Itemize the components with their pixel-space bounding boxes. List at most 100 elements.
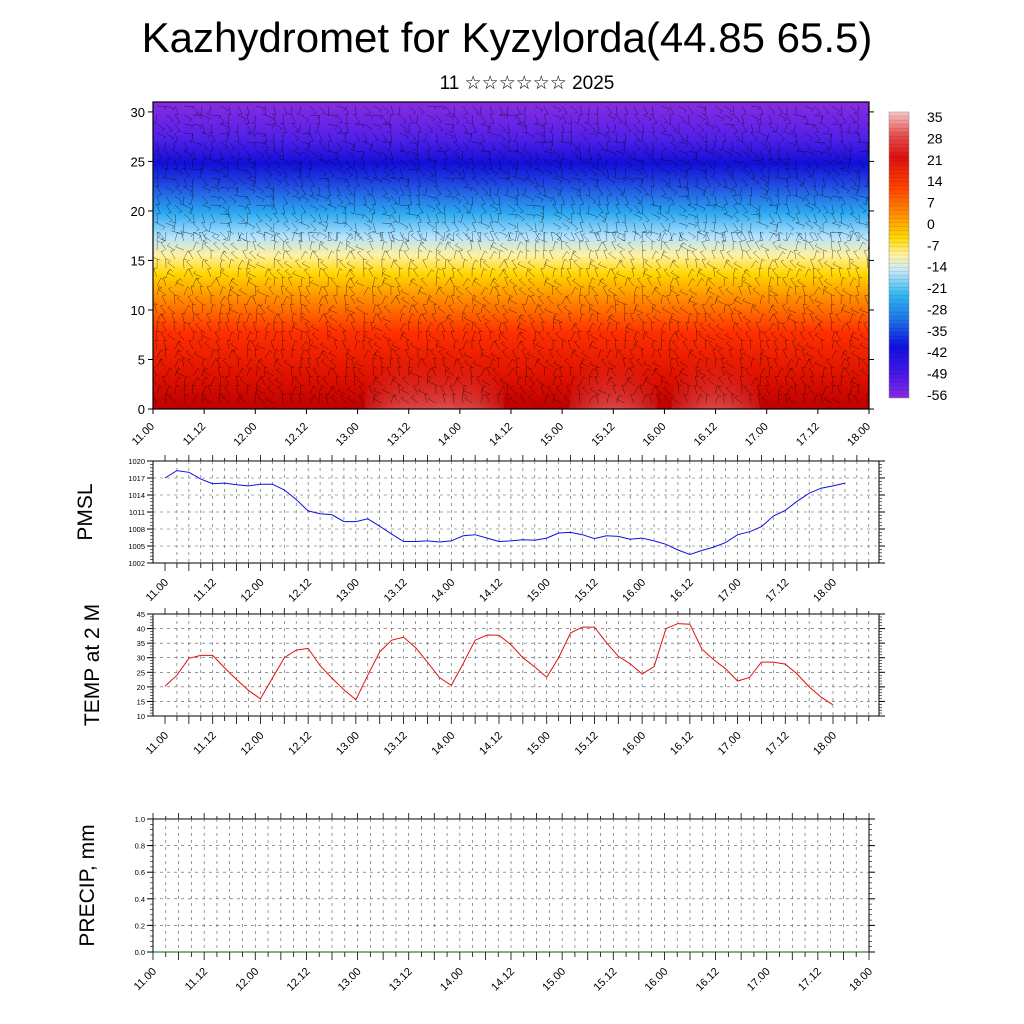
wind-barb-flag	[413, 304, 417, 306]
wind-barb-flag	[744, 184, 748, 187]
wind-barb	[744, 270, 752, 278]
wind-barb-flag	[196, 229, 200, 232]
wind-barb-flag	[239, 330, 243, 333]
wind-barb	[351, 358, 356, 368]
wind-barb-flag	[728, 110, 732, 114]
wind-barb	[247, 272, 257, 278]
wind-barb-flag	[735, 322, 739, 325]
wind-barb	[426, 269, 432, 278]
wind-barb	[610, 368, 617, 377]
wind-barb-flag	[305, 155, 309, 159]
wind-barb	[354, 177, 360, 186]
wind-barb-flag	[736, 202, 741, 205]
wind-barb-flag	[674, 173, 678, 177]
wind-barb-flag	[743, 314, 747, 318]
wind-barb	[707, 289, 716, 296]
wind-barb	[656, 269, 662, 278]
wind-barb-flag	[188, 211, 192, 214]
wind-barb-flag	[562, 339, 566, 342]
wind-barb-flag	[529, 367, 533, 370]
wind-barb-flag	[486, 158, 490, 161]
wind-barb-flag	[384, 323, 388, 326]
wind-barb-flag	[561, 240, 565, 243]
wind-barb-flag	[153, 367, 156, 369]
wind-barb	[201, 159, 204, 169]
wind-barb	[171, 313, 176, 323]
wind-barb	[543, 186, 546, 196]
wind-barb	[276, 270, 284, 278]
wind-barb	[574, 233, 581, 242]
wind-barb	[441, 331, 446, 341]
wind-barb-flag	[671, 395, 675, 399]
wind-barb-flag	[292, 324, 296, 328]
wind-barb	[629, 367, 635, 377]
wind-barb-flag	[613, 114, 618, 116]
wind-barb-flag	[247, 176, 252, 178]
wind-barb-flag	[731, 393, 735, 395]
wind-barb	[309, 231, 319, 234]
wind-barb	[705, 132, 708, 142]
wind-barb-flag	[754, 156, 759, 159]
wind-barb-flag	[310, 342, 314, 346]
wind-barb-flag	[741, 339, 745, 342]
wind-barb	[417, 132, 419, 143]
wind-barb	[356, 308, 365, 314]
wind-barb	[215, 340, 221, 350]
wind-barb-flag	[540, 239, 545, 242]
wind-barb	[714, 150, 723, 157]
wind-barb	[553, 318, 563, 323]
wind-barb-flag	[224, 385, 229, 387]
wind-barb-flag	[393, 259, 398, 262]
wind-barb	[363, 141, 373, 146]
wind-barb-flag	[221, 167, 225, 169]
wind-barb-flag	[320, 240, 324, 243]
wind-barb	[588, 132, 598, 136]
wind-barb	[588, 304, 591, 314]
wind-barb-flag	[301, 312, 305, 315]
wind-barb	[561, 150, 565, 160]
wind-barb-flag	[452, 197, 455, 201]
wind-barb-flag	[164, 348, 169, 351]
wind-barb-flag	[512, 368, 516, 372]
wind-barb-flag	[457, 210, 461, 213]
wind-barb	[559, 376, 563, 386]
wind-barb	[572, 253, 581, 260]
wind-barb-flag	[160, 358, 164, 362]
wind-barb	[516, 159, 519, 170]
wind-barb	[471, 114, 474, 124]
wind-barb-flag	[629, 210, 633, 213]
wind-barb-flag	[420, 358, 424, 361]
wind-barb-flag	[653, 122, 657, 124]
wind-barb-flag	[717, 295, 721, 298]
wind-barb	[629, 349, 635, 359]
wind-barb-flag	[582, 233, 586, 236]
wind-barb	[210, 349, 214, 359]
wind-barb	[156, 349, 161, 359]
wind-barb	[299, 394, 302, 404]
wind-barb	[246, 340, 250, 350]
wind-barb	[443, 204, 446, 215]
wind-barb	[327, 204, 337, 209]
wind-barb-flag	[230, 278, 235, 281]
wind-barb	[597, 141, 604, 150]
wind-barb	[473, 362, 482, 368]
wind-barb	[623, 186, 626, 196]
wind-barb	[606, 268, 611, 278]
wind-barb-flag	[573, 376, 577, 379]
wind-barb-flag	[481, 378, 485, 382]
wind-barb	[389, 358, 392, 368]
wind-barb	[660, 331, 663, 341]
wind-barb	[564, 243, 572, 251]
wind-barb-flag	[639, 236, 642, 239]
wind-barb-flag	[259, 304, 263, 307]
wind-barb	[577, 114, 581, 124]
wind-barb	[745, 332, 752, 341]
wind-barb	[431, 313, 437, 323]
wind-barb-flag	[680, 234, 683, 237]
wind-barb-flag	[249, 313, 253, 316]
wind-barb-flag	[223, 202, 227, 205]
wind-barb	[291, 150, 301, 154]
wind-barb	[195, 324, 203, 332]
wind-barb-flag	[624, 339, 629, 342]
wind-barb	[255, 359, 261, 368]
